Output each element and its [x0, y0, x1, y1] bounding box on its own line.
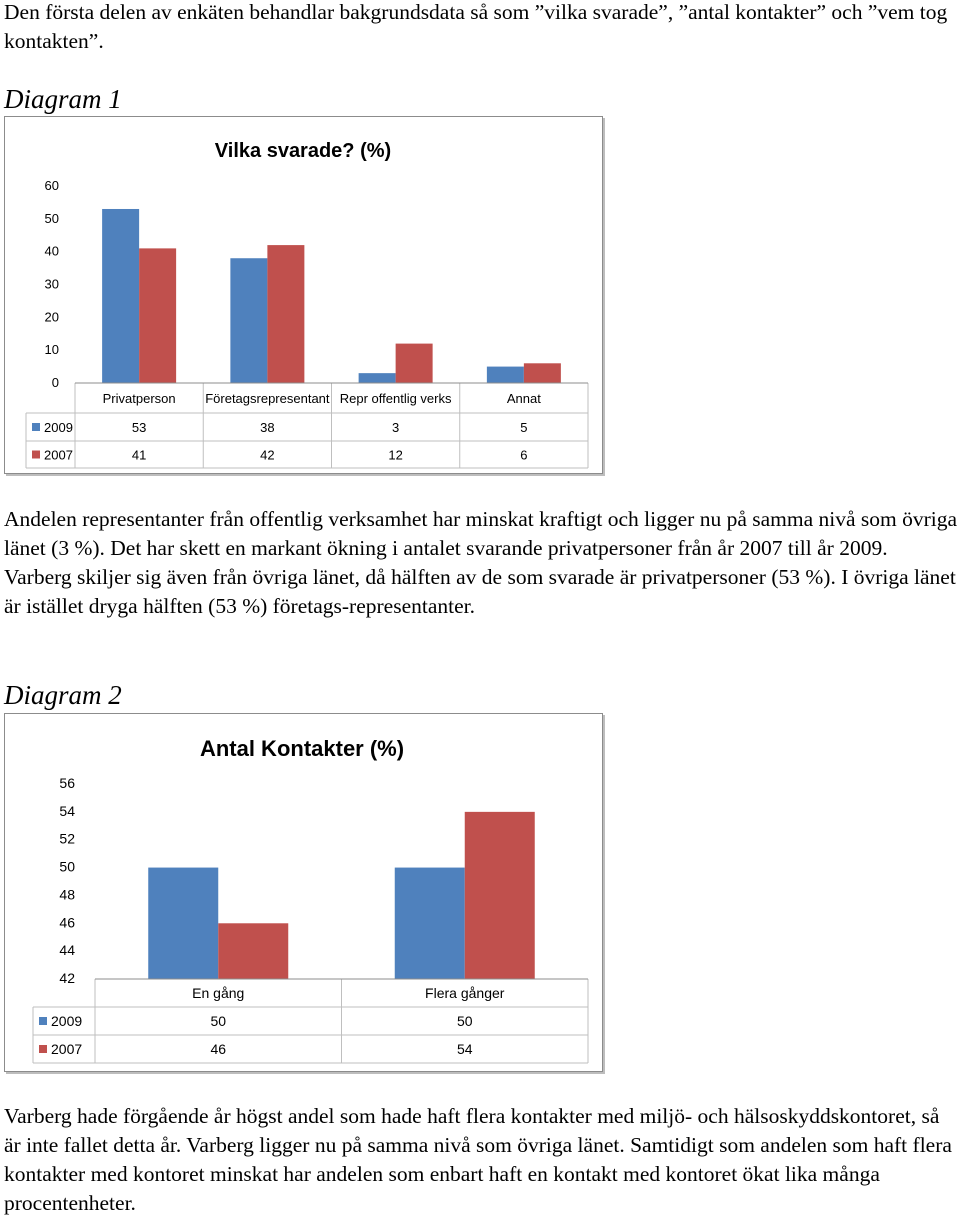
y-tick-label-3: 48: [59, 886, 75, 902]
data-cell-2009-2: 3: [392, 420, 399, 435]
category-label-0: En gång: [192, 985, 244, 1001]
y-tick-label-2: 46: [59, 914, 75, 930]
legend-label-2009: 2009: [51, 1013, 82, 1029]
y-tick-label-0: 0: [52, 375, 59, 390]
legend-label-2007: 2007: [51, 1041, 82, 1057]
data-cell-2009-0: 50: [210, 1013, 226, 1029]
bar-2007-1: [267, 245, 305, 383]
chart-title: Vilka svarade? (%): [215, 140, 391, 162]
data-cell-2009-3: 5: [520, 420, 527, 435]
bar-2009-3: [486, 366, 524, 383]
data-cell-2007-0: 46: [210, 1041, 226, 1057]
chart-title: Antal Kontakter (%): [200, 736, 404, 761]
category-label-1: Flera gånger: [425, 985, 505, 1001]
data-cell-2007-1: 42: [260, 448, 274, 463]
y-tick-label-1: 44: [59, 942, 75, 958]
data-cell-2009-1: 38: [260, 420, 274, 435]
bar-2009-1: [394, 867, 465, 979]
y-tick-label-2: 20: [45, 309, 59, 324]
bar-2009-2: [358, 373, 396, 383]
chart-vilka-svarade: Vilka svarade? (%) 0 10 20 30 40 50 60 Privatper…: [4, 116, 603, 474]
legend-swatch-2009: [32, 423, 40, 431]
data-cell-2007-3: 6: [520, 448, 527, 463]
data-cell-2007-2: 12: [388, 448, 402, 463]
bar-2009-1: [230, 258, 268, 383]
category-label-3: Annat: [507, 391, 541, 406]
diagram2-heading: Diagram 2: [4, 680, 122, 710]
chart-antal-kontakter-svg: Antal Kontakter (%) 42 44 46 48 50 52 54 56 En gå…: [32, 736, 589, 1064]
data-cell-2007-0: 41: [132, 448, 146, 463]
bar-2007-0: [218, 923, 289, 979]
category-label-1: Företagsrepresentant: [205, 391, 330, 406]
bar-2007-3: [523, 363, 561, 383]
data-cell-2009-1: 50: [457, 1013, 473, 1029]
legend-swatch-2007: [32, 450, 40, 459]
bar-2009-0: [102, 208, 140, 383]
bar-2009-0: [148, 867, 219, 979]
diagram1-heading: Diagram 1: [4, 84, 122, 114]
paragraph-1: Andelen representanter från offentlig ve…: [4, 507, 958, 618]
bar-2007-0: [139, 248, 177, 383]
legend-swatch-2007: [39, 1045, 47, 1053]
category-label-2: Repr offentlig verks: [340, 391, 452, 406]
data-cell-2009-0: 53: [132, 420, 146, 435]
paragraph-2: Varberg hade förgående år högst andel so…: [4, 1104, 952, 1215]
y-tick-label-6: 54: [59, 803, 75, 819]
data-cell-2007-1: 54: [457, 1041, 473, 1057]
y-tick-label-5: 50: [45, 211, 59, 226]
y-tick-label-3: 30: [45, 277, 59, 292]
y-tick-label-1: 10: [45, 342, 59, 357]
category-label-0: Privatperson: [103, 391, 176, 406]
legend-label-2007: 2007: [44, 448, 73, 463]
chart-vilka-svarade-svg: Vilka svarade? (%) 0 10 20 30 40 50 60 Privatper…: [25, 140, 589, 469]
legend-label-2009: 2009: [44, 420, 73, 435]
y-tick-label-6: 60: [45, 178, 59, 193]
y-tick-label-4: 50: [59, 859, 75, 875]
y-tick-label-0: 42: [59, 970, 75, 986]
y-tick-label-4: 40: [45, 244, 59, 259]
bar-2007-1: [464, 811, 535, 979]
intro-text: Den första delen av enkäten behandlar ba…: [4, 0, 948, 53]
y-tick-label-7: 56: [59, 775, 75, 791]
bar-2007-2: [395, 343, 433, 383]
y-tick-label-5: 52: [59, 831, 75, 847]
legend-swatch-2009: [39, 1017, 47, 1025]
chart-antal-kontakter: Antal Kontakter (%) 42 44 46 48 50 52 54 56 En gå…: [4, 713, 603, 1072]
